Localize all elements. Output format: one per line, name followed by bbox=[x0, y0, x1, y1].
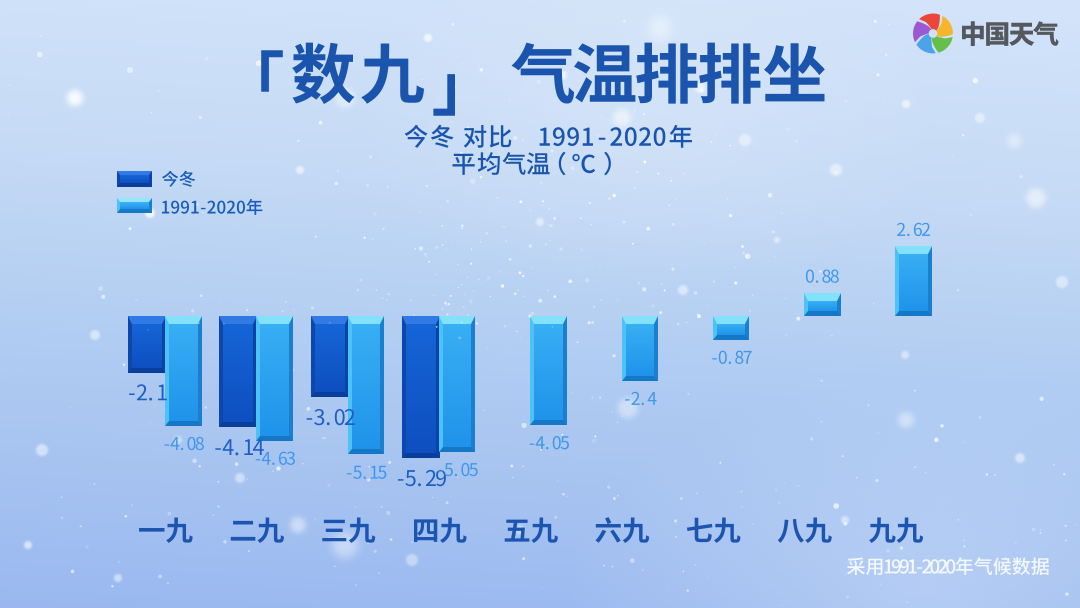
bar-today-四九 bbox=[401, 316, 440, 459]
bar-climate-八九 bbox=[804, 292, 841, 317]
value-text bbox=[777, 517, 832, 543]
bar-today-二九 bbox=[219, 316, 258, 428]
value-text bbox=[897, 222, 931, 237]
legend-swatch-today bbox=[117, 171, 152, 187]
value-text bbox=[414, 517, 467, 543]
value-text bbox=[322, 517, 376, 543]
bar-climate-三九 bbox=[347, 316, 385, 455]
bar-climate-四九 bbox=[438, 316, 476, 452]
value-text bbox=[869, 517, 924, 543]
value-text bbox=[504, 517, 558, 543]
value-text bbox=[347, 465, 387, 479]
bar-today-三九 bbox=[310, 316, 349, 398]
value-text bbox=[625, 391, 657, 406]
value-text bbox=[686, 517, 741, 543]
value-text bbox=[805, 269, 839, 283]
bar-climate-六九 bbox=[621, 316, 658, 381]
pinwheel-icon bbox=[912, 13, 954, 54]
legend-swatch-climate bbox=[117, 197, 152, 213]
value-text bbox=[164, 436, 204, 451]
bar-today-一九 bbox=[128, 316, 166, 373]
value-text bbox=[595, 517, 650, 543]
logo-text bbox=[962, 21, 1059, 46]
bar-climate-一九 bbox=[165, 316, 202, 426]
bar-climate-九九 bbox=[895, 245, 932, 317]
value-text bbox=[438, 462, 478, 477]
value-text bbox=[215, 439, 264, 456]
value-text bbox=[529, 436, 569, 450]
bar-climate-五九 bbox=[530, 316, 567, 425]
bar-climate-二九 bbox=[256, 316, 293, 441]
value-text bbox=[712, 350, 752, 364]
value-text bbox=[397, 469, 446, 487]
bar-climate-七九 bbox=[712, 316, 750, 340]
value-text bbox=[230, 517, 284, 543]
value-text bbox=[129, 384, 167, 401]
value-text bbox=[255, 451, 295, 465]
value-text bbox=[139, 517, 193, 543]
